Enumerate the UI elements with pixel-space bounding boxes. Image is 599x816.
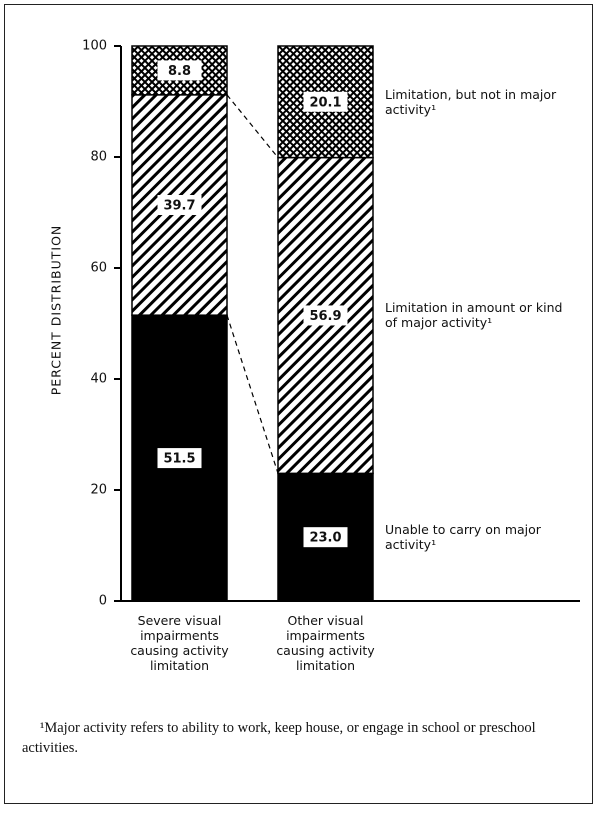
value-label: 51.5: [163, 452, 195, 467]
label-box: [303, 305, 348, 326]
value-label: 23.0: [309, 531, 341, 546]
label-box: [157, 448, 202, 469]
connector-line: [226, 94, 279, 158]
y-tick-label: 20: [90, 483, 107, 498]
frame: [4, 4, 593, 804]
legend-label: Limitation in amount or kind of major ac…: [385, 300, 563, 331]
legend-label: Unable to carry on major activity¹: [385, 522, 541, 553]
footnote: ¹Major activity refers to ability to wor…: [22, 720, 536, 756]
legend-label: Limitation, but not in major activity¹: [385, 86, 557, 117]
label-box: [303, 527, 348, 548]
y-tick-label: 60: [90, 261, 107, 276]
label-box: [157, 60, 202, 81]
value-label: 39.7: [163, 199, 195, 214]
x-tick-label: Other visual impairments causing activit…: [276, 613, 375, 673]
value-label: 56.9: [309, 309, 341, 324]
y-tick-label: 40: [90, 372, 107, 387]
y-tick-label: 80: [90, 150, 107, 165]
value-label: 8.8: [168, 64, 191, 79]
y-tick-label: 0: [99, 594, 107, 609]
y-tick-label: 100: [82, 39, 107, 54]
label-box: [157, 195, 202, 216]
label-box: [303, 91, 348, 112]
x-tick-label: Severe visual impairments causing activi…: [130, 613, 229, 673]
y-axis-label: PERCENT DISTRIBUTION: [48, 224, 64, 396]
value-label: 20.1: [309, 95, 341, 110]
connector-line: [226, 314, 279, 474]
